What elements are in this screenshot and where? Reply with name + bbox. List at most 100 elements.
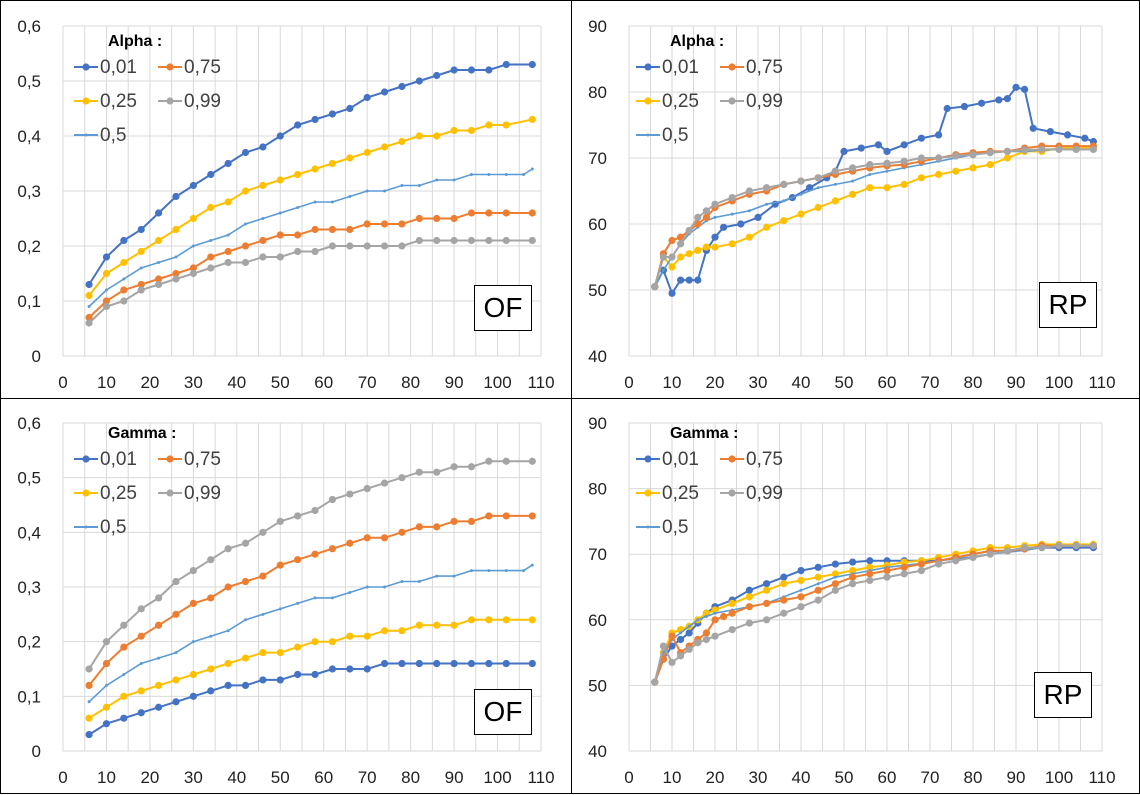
series-0-25-point xyxy=(883,184,891,192)
legend-0-5-label: 0,5 xyxy=(662,125,688,146)
series-0-01-point xyxy=(241,681,250,689)
y-tick-label: 80 xyxy=(588,83,607,102)
series-0-75-point xyxy=(172,610,180,618)
series-0-25-point xyxy=(780,217,788,225)
series-0-01-point xyxy=(380,88,389,96)
series-0-99-point xyxy=(668,253,676,261)
series-0-25-point xyxy=(917,174,925,182)
chart-label-box: OF xyxy=(474,689,532,735)
series-0-75-point xyxy=(120,286,128,294)
series-0-99-point xyxy=(241,258,250,267)
series-0-99-point xyxy=(1038,544,1046,552)
series-0-5-point xyxy=(330,596,334,600)
series-0-99-point xyxy=(986,149,994,157)
legend-0-01-label: 0,01 xyxy=(662,57,699,78)
legend-title: Gamma : xyxy=(670,425,738,442)
series-0-5-point xyxy=(365,189,369,193)
series-0-25-point xyxy=(900,180,908,188)
legend-0-75-label: 0,75 xyxy=(184,57,221,78)
series-0-75-point xyxy=(485,209,493,217)
series-0-99-point xyxy=(276,253,284,261)
x-tick-label: 100 xyxy=(483,373,511,392)
series-0-99-point xyxy=(969,553,977,562)
series-0-75-point xyxy=(485,512,493,520)
series-0-01-point xyxy=(363,93,371,102)
series-0-99-point xyxy=(935,154,943,162)
series-0-01-point xyxy=(467,66,476,74)
series-0-99-point xyxy=(450,236,458,245)
series-0-75-point xyxy=(311,225,319,234)
series-0-5-point xyxy=(696,618,700,622)
series-0-99-point xyxy=(668,658,676,667)
series-0-75-point xyxy=(415,523,423,531)
series-0-99-point xyxy=(502,236,510,245)
series-0-99-point xyxy=(763,184,771,192)
series-0-01-point xyxy=(311,670,319,679)
series-0-99-point xyxy=(728,626,736,634)
series-0-75-point xyxy=(450,214,458,223)
y-tick-label: 0,5 xyxy=(17,469,41,488)
series-0-5-point xyxy=(209,634,213,638)
legend-0-25-swatch-marker xyxy=(644,489,652,497)
series-0-25-point xyxy=(702,243,710,251)
series-0-25-point xyxy=(433,621,441,629)
series-0-5-line xyxy=(88,564,533,703)
series-0-5-point xyxy=(244,222,248,226)
series-0-75-point xyxy=(207,594,215,602)
series-0-01-point xyxy=(754,213,762,221)
series-0-01-point xyxy=(978,99,986,107)
series-0-99-point xyxy=(659,642,667,650)
series-0-99-point xyxy=(398,242,406,250)
series-0-5-point xyxy=(730,212,734,216)
series-0-75-point xyxy=(702,629,710,637)
series-0-75-point xyxy=(276,231,284,239)
legend-0-75-swatch-marker xyxy=(166,455,174,463)
series-0-99-point xyxy=(311,247,319,256)
series-0-99-point xyxy=(102,302,111,311)
series-0-75-point xyxy=(502,512,510,520)
series-0-01-point xyxy=(528,60,536,69)
series-0-25-point xyxy=(866,184,874,192)
y-tick-label: 0,2 xyxy=(17,237,41,256)
series-0-99-point xyxy=(745,187,753,195)
legend-0-25-swatch-marker xyxy=(82,489,90,497)
series-0-01-point xyxy=(780,573,788,581)
series-0-01-point xyxy=(346,104,354,113)
series-0-99-point xyxy=(659,253,667,261)
series-0-5-point xyxy=(261,612,265,616)
series-0-5-point xyxy=(296,601,300,605)
series-0-99-point xyxy=(415,468,423,476)
series-0-75-point xyxy=(207,253,215,261)
series-0-75-point xyxy=(328,545,337,553)
y-tick-label: 0 xyxy=(32,347,41,366)
series-0-99-point xyxy=(797,177,805,185)
series-0-75-point xyxy=(433,214,441,223)
series-0-25-point xyxy=(102,703,111,711)
series-0-75-point xyxy=(276,561,284,569)
series-0-25-point xyxy=(900,558,908,566)
series-0-5-point xyxy=(799,192,803,196)
legend-0-75-swatch-marker xyxy=(728,63,736,71)
series-0-75-point xyxy=(294,231,302,239)
series-0-99-point xyxy=(1089,542,1097,550)
series-0-99-point xyxy=(1055,542,1063,550)
series-0-99-point xyxy=(780,609,788,617)
series-0-99-point xyxy=(155,280,163,289)
series-0-5-point xyxy=(226,233,230,237)
series-0-01-point xyxy=(155,703,163,711)
y-tick-label: 0 xyxy=(32,742,41,761)
series-0-75-point xyxy=(866,570,874,578)
x-tick-label: 10 xyxy=(97,768,116,787)
series-0-99-point xyxy=(85,319,93,327)
series-0-99-point xyxy=(849,580,857,588)
legend-0-5-label: 0,5 xyxy=(100,125,126,146)
series-0-01-point xyxy=(102,253,111,261)
series-0-25-point xyxy=(259,649,267,657)
series-0-5-point xyxy=(313,200,317,204)
series-0-25-point xyxy=(85,714,93,722)
series-0-01-point xyxy=(528,659,536,668)
series-0-99-line xyxy=(653,148,1094,287)
y-tick-label: 90 xyxy=(588,17,607,36)
series-0-99-point xyxy=(917,154,925,162)
series-0-75-point xyxy=(780,596,788,604)
